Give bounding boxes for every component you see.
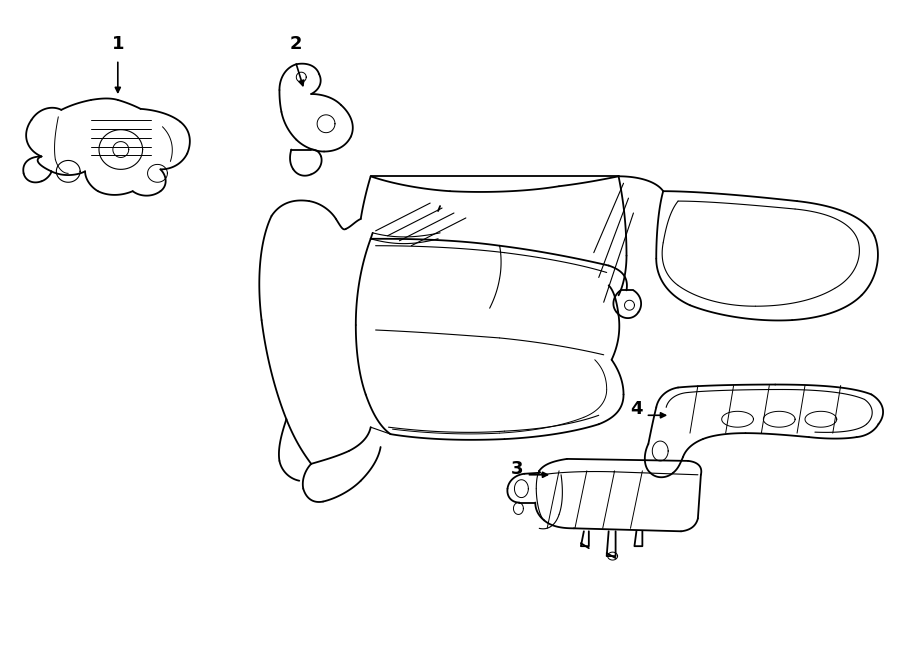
Text: 3: 3 [511,460,524,478]
Text: 2: 2 [290,36,302,54]
Text: 1: 1 [112,36,124,54]
Text: 4: 4 [630,401,643,418]
